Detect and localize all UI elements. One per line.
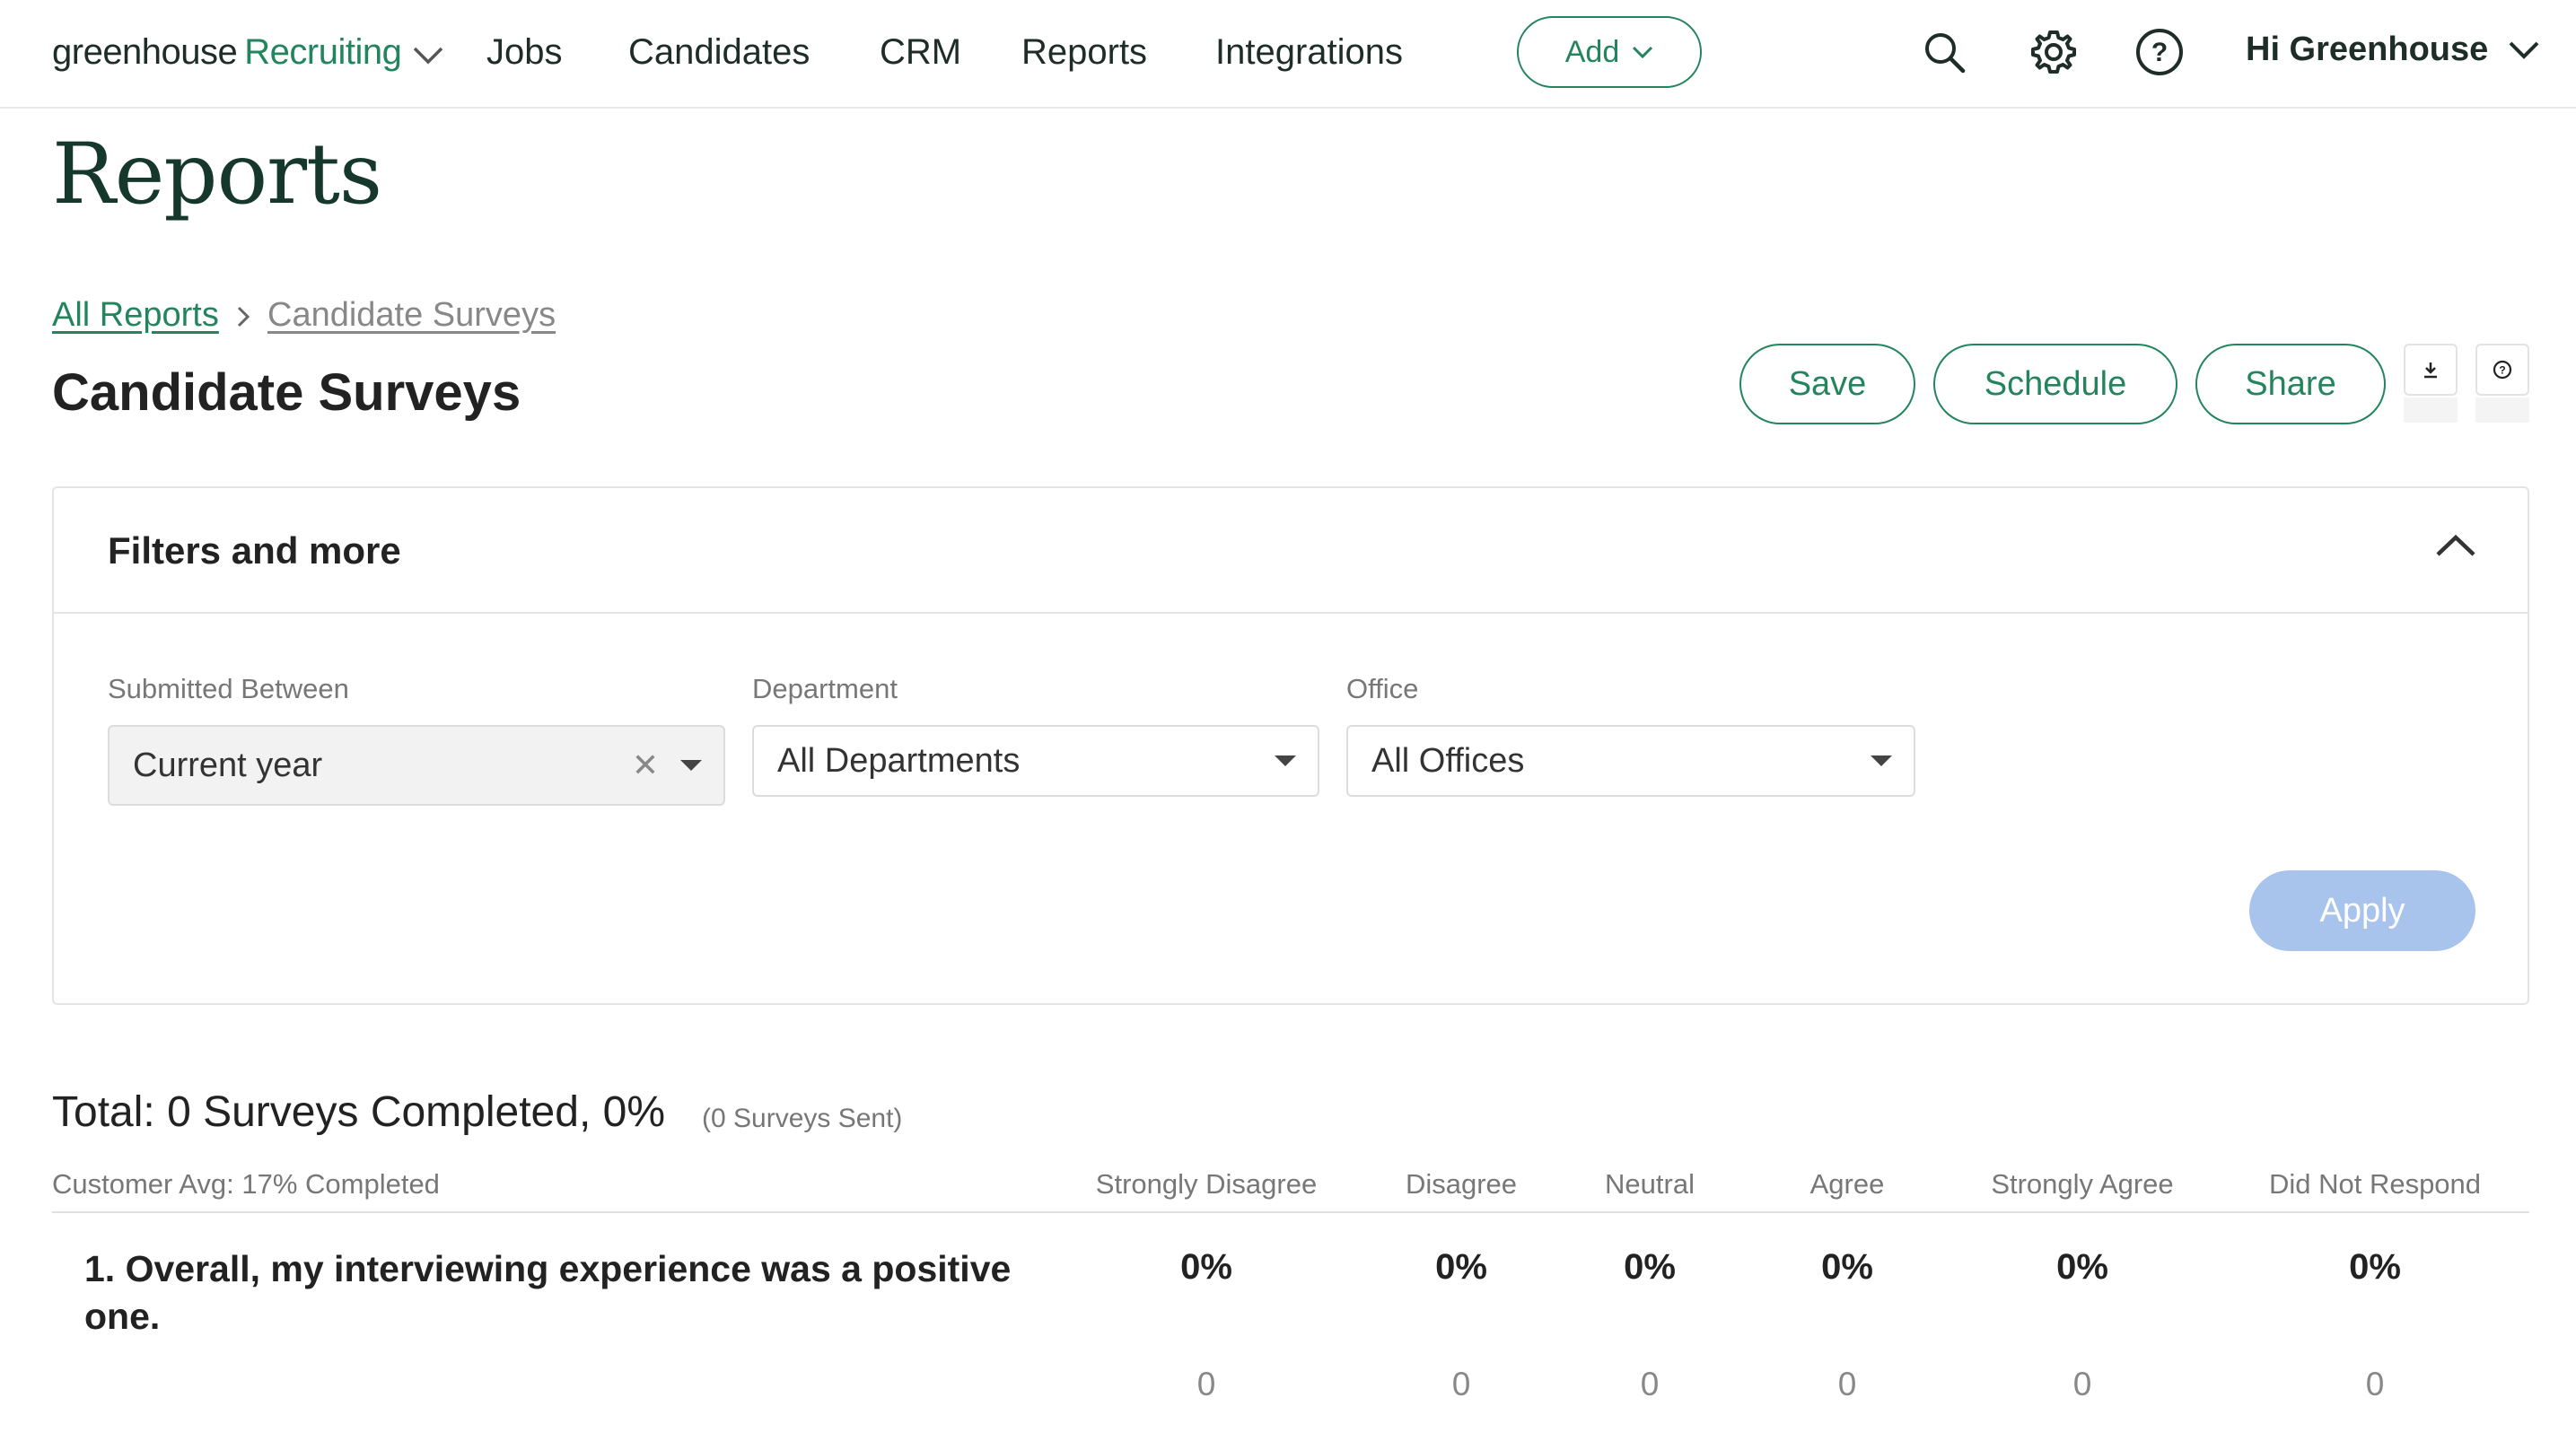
total-summary: Total: 0 Surveys Completed, 0%	[52, 1088, 665, 1136]
caret-down-icon	[1871, 755, 1892, 766]
department-label: Department	[752, 673, 898, 704]
column-header-customer-avg: Customer Avg: 17% Completed	[52, 1168, 440, 1200]
filters-title: Filters and more	[108, 529, 401, 572]
add-button-label: Add	[1564, 34, 1620, 69]
chevron-up-icon	[2436, 534, 2475, 556]
count-agree[interactable]: 0	[1837, 1366, 1857, 1402]
add-button[interactable]: Add	[1517, 16, 1702, 88]
logo-accent: Recruiting	[244, 32, 402, 72]
info-button[interactable]: ?	[2475, 344, 2529, 396]
breadcrumb-current[interactable]: Candidate Surveys	[267, 296, 556, 334]
column-header-strongly-agree: Strongly Agree	[1991, 1168, 2174, 1200]
survey-question: 1. Overall, my interviewing experience w…	[84, 1248, 1012, 1337]
nav-link-crm[interactable]: CRM	[880, 32, 962, 72]
percent-agree: 0%	[1821, 1247, 1873, 1287]
filters-panel: Filters and more Submitted Between Curre…	[52, 486, 2529, 1005]
svg-text:?: ?	[2151, 38, 2168, 67]
logo[interactable]: greenhouse Recruiting	[52, 32, 444, 73]
chevron-right-icon	[237, 306, 250, 328]
column-header-disagree: Disagree	[1405, 1168, 1518, 1200]
page-title: Reports	[52, 126, 382, 223]
download-button-shadow	[2404, 397, 2458, 423]
count-disagree[interactable]: 0	[1451, 1366, 1471, 1402]
share-button[interactable]: Share	[2195, 344, 2386, 424]
count-strongly-disagree[interactable]: 0	[1196, 1366, 1216, 1402]
help-icon: ?	[2136, 29, 2183, 75]
settings-button[interactable]	[2028, 27, 2079, 77]
caret-down-icon	[680, 760, 702, 771]
download-button[interactable]	[2404, 344, 2458, 396]
top-navigation: greenhouse Recruiting Jobs Candidates CR…	[0, 0, 2576, 109]
office-label: Office	[1346, 673, 1419, 704]
nav-link-candidates[interactable]: Candidates	[628, 32, 810, 72]
percent-disagree: 0%	[1435, 1247, 1487, 1287]
office-select[interactable]: All Offices	[1346, 725, 1915, 797]
department-select[interactable]: All Departments	[752, 725, 1319, 797]
report-title: Candidate Surveys	[52, 363, 521, 422]
filters-header[interactable]: Filters and more	[54, 488, 2528, 614]
collapse-filters-button[interactable]	[2432, 522, 2479, 569]
column-header-strongly-disagree: Strongly Disagree	[1095, 1168, 1318, 1200]
surveys-sent-count: (0 Surveys Sent)	[702, 1104, 903, 1133]
user-greeting: Hi Greenhouse	[2246, 31, 2489, 68]
caret-down-icon	[1275, 755, 1296, 766]
close-icon[interactable]: ✕	[631, 747, 659, 783]
count-strongly-agree[interactable]: 0	[2072, 1366, 2092, 1402]
search-icon	[1925, 33, 1966, 74]
percent-did-not-respond: 0%	[2349, 1247, 2401, 1287]
download-icon	[2424, 362, 2437, 379]
column-header-agree: Agree	[1809, 1168, 1885, 1200]
help-button[interactable]: ?	[2134, 27, 2185, 77]
schedule-button[interactable]: Schedule	[1933, 344, 2177, 424]
user-menu[interactable]: Hi Greenhouse	[2246, 31, 2540, 69]
logo-text: greenhouse	[52, 32, 238, 72]
submitted-between-select[interactable]: Current year ✕	[108, 725, 725, 806]
nav-link-jobs[interactable]: Jobs	[486, 32, 563, 72]
table-header-row: Customer Avg: 17% Completed Strongly Dis…	[52, 1168, 2529, 1213]
department-value: All Departments	[777, 741, 1021, 780]
save-button[interactable]: Save	[1739, 344, 1915, 424]
info-icon: ?	[2493, 360, 2512, 380]
column-header-neutral: Neutral	[1605, 1168, 1695, 1200]
submitted-between-label: Submitted Between	[108, 673, 349, 704]
submitted-between-value: Current year	[133, 746, 323, 784]
apply-button[interactable]: Apply	[2249, 870, 2475, 951]
chevron-down-icon	[1633, 46, 1653, 59]
column-header-did-not-respond: Did Not Respond	[2268, 1168, 2482, 1200]
chevron-down-icon	[2509, 41, 2539, 59]
percent-neutral: 0%	[1624, 1247, 1676, 1287]
count-neutral[interactable]: 0	[1640, 1366, 1660, 1402]
gear-icon	[2031, 31, 2076, 74]
nav-link-reports[interactable]: Reports	[1021, 32, 1148, 72]
chevron-down-icon[interactable]	[412, 46, 444, 66]
info-button-shadow	[2475, 397, 2529, 423]
nav-link-integrations[interactable]: Integrations	[1215, 32, 1404, 72]
percent-strongly-disagree: 0%	[1180, 1247, 1232, 1287]
count-did-not-respond[interactable]: 0	[2365, 1366, 2385, 1402]
office-value: All Offices	[1371, 741, 1525, 780]
breadcrumb-all-reports[interactable]: All Reports	[52, 296, 219, 334]
svg-text:?: ?	[2499, 364, 2505, 377]
search-button[interactable]	[1919, 27, 1969, 77]
percent-strongly-agree: 0%	[2056, 1247, 2108, 1287]
